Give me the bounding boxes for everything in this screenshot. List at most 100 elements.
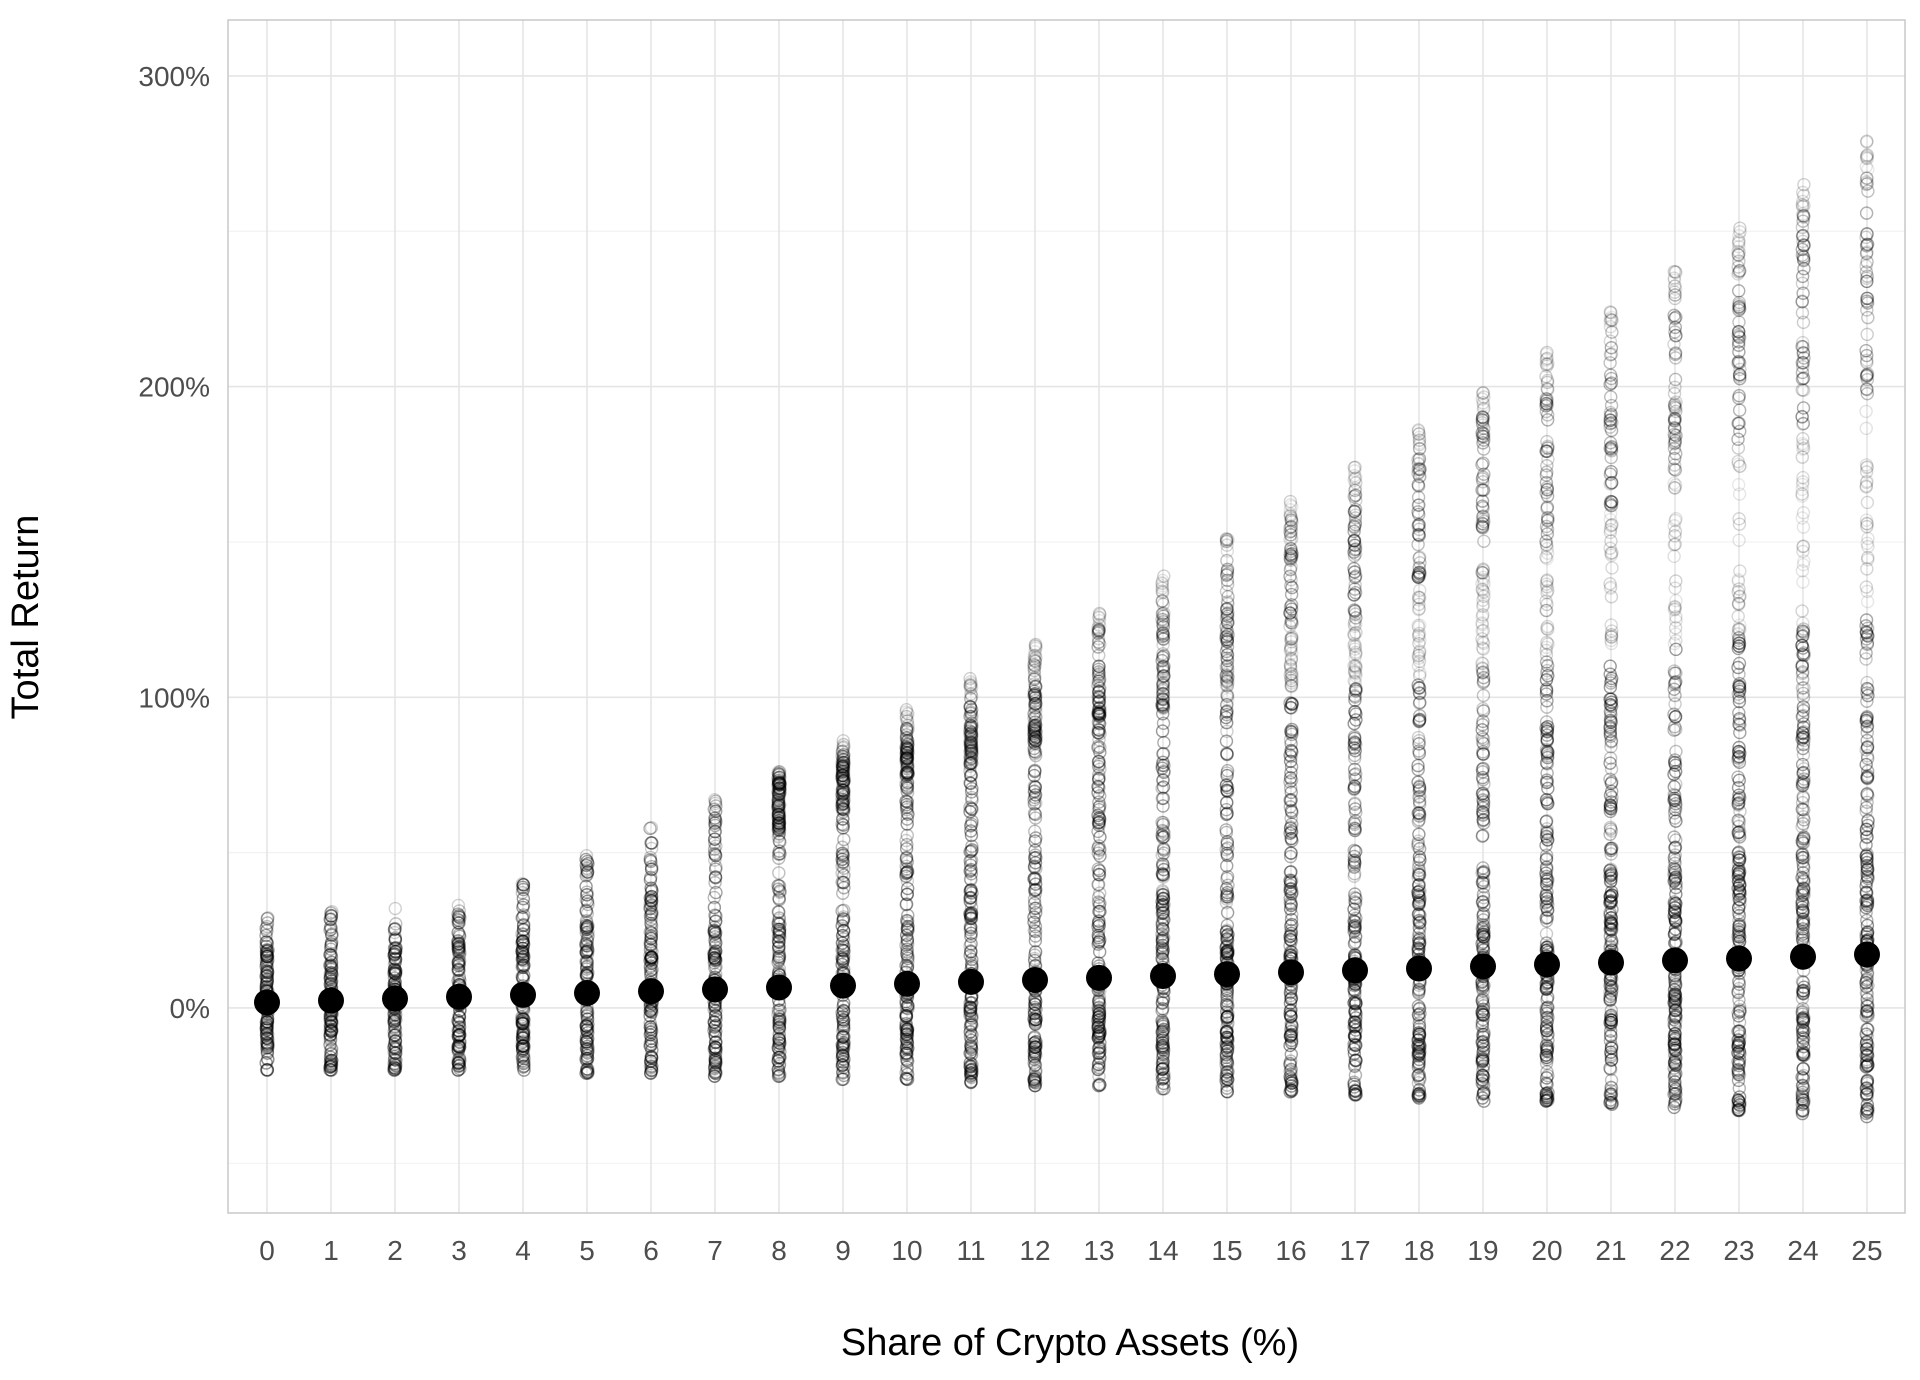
simulation-point [452,913,466,928]
simulation-point [1027,915,1041,930]
simulation-point [1348,690,1362,704]
simulation-point [772,810,787,825]
simulation-point [325,1023,339,1037]
simulation-point [1411,758,1425,773]
simulation-point [451,1052,466,1067]
simulation-point [963,681,978,696]
simulation-point [1220,670,1234,684]
simulation-point [1027,896,1042,910]
simulation-point [772,811,786,825]
simulation-point [1413,884,1427,898]
simulation-point [772,820,786,834]
simulation-point [581,1007,595,1021]
simulation-point [773,1050,787,1065]
simulation-point [1219,940,1233,955]
simulation-point [515,944,529,958]
simulation-point [644,1054,658,1068]
simulation-point [1029,1037,1043,1052]
simulation-point [1092,716,1107,731]
simulation-point [1348,743,1362,758]
simulation-point [963,718,978,732]
simulation-point [1284,679,1299,694]
simulation-point [771,847,786,861]
simulation-point [771,818,786,833]
simulation-point [1092,723,1106,737]
simulation-point [964,726,978,740]
simulation-point [259,935,273,949]
simulation-point [1155,1079,1169,1093]
simulation-point [1412,1058,1426,1072]
simulation-point [771,789,786,803]
simulation-point [1411,1033,1425,1047]
simulation-point [963,939,977,953]
simulation-point [1220,698,1234,712]
simulation-point [1283,562,1298,577]
simulation-point [1412,790,1426,804]
simulation-point [899,752,914,767]
simulation-point [579,1019,594,1034]
simulation-point [1093,740,1107,754]
simulation-point [1221,1009,1235,1024]
simulation-point [643,953,657,968]
simulation-point [835,849,850,864]
simulation-point [581,1044,595,1058]
simulation-point [1347,627,1361,641]
simulation-point [1348,1029,1362,1043]
simulation-point [900,1054,915,1068]
simulation-point [1219,1057,1233,1072]
simulation-point [771,823,786,838]
simulation-point [964,873,978,887]
simulation-point [1348,780,1362,794]
simulation-point [963,948,977,963]
simulation-point [1347,519,1362,534]
simulation-point [1156,906,1171,920]
simulation-point [579,1066,593,1080]
simulation-point [1028,688,1042,702]
simulation-point [388,963,403,977]
simulation-point [1413,686,1427,701]
simulation-point [1284,642,1298,657]
simulation-point [836,999,850,1013]
simulation-point [1093,830,1107,844]
simulation-point [1091,739,1105,753]
simulation-point [260,949,274,964]
simulation-point [645,905,659,919]
simulation-point [899,1022,913,1037]
simulation-point [1156,675,1171,690]
simulation-point [644,894,659,909]
simulation-point [772,822,786,837]
simulation-point [1284,651,1299,666]
simulation-point [1347,1015,1362,1029]
simulation-point [772,926,787,940]
simulation-point [1220,1005,1234,1019]
simulation-point [964,1068,979,1082]
simulation-point [323,1028,338,1042]
simulation-point [1091,1031,1106,1046]
simulation-point [1091,669,1106,683]
simulation-point [1156,692,1170,707]
simulation-point [963,700,978,714]
simulation-point [835,1052,849,1066]
simulation-point [452,941,466,955]
simulation-point [1412,877,1426,892]
simulation-point [1091,1057,1106,1071]
simulation-point [900,866,914,880]
simulation-point [1155,1062,1170,1076]
simulation-point [964,1065,978,1080]
simulation-point [643,897,658,911]
simulation-point [1220,848,1235,863]
simulation-point [964,867,979,881]
simulation-point [1347,1029,1362,1043]
simulation-point [1027,1052,1042,1066]
simulation-point [1028,732,1042,747]
simulation-point [1155,1059,1170,1074]
simulation-point [1284,1047,1298,1062]
simulation-point [963,720,977,734]
simulation-point [836,761,851,776]
simulation-point [1092,690,1107,705]
simulation-point [387,1016,401,1030]
simulation-point [1157,1076,1171,1091]
simulation-point [1411,814,1426,829]
simulation-point [1283,503,1297,517]
simulation-point [260,1063,274,1077]
